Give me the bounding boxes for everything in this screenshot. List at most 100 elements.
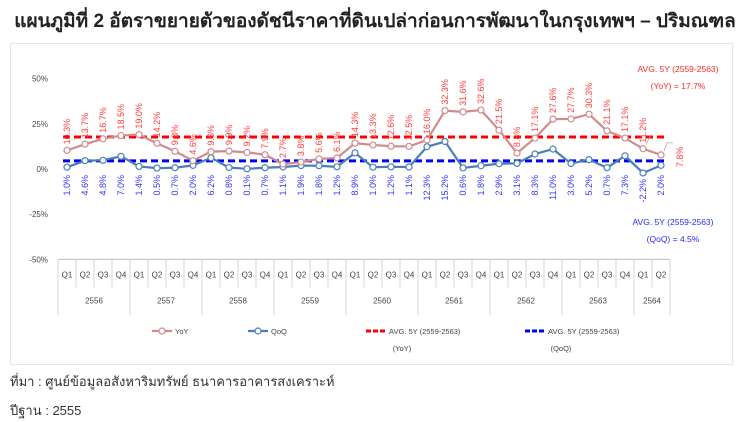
qoq-marker [117,152,125,160]
yoy-marker [423,136,431,144]
qoq-data-label: 7.0% [116,175,126,196]
yoy-marker [117,131,125,140]
qoq-marker [495,160,503,168]
legend-avg-yoy-sub: (YoY) [393,344,412,353]
qoq-data-label: 2.0% [188,175,198,196]
qoq-marker [513,159,521,167]
qoq-marker [135,162,143,171]
qoq-marker [459,164,467,172]
legend-avg-qoq-label: AVG. 5Y (2559-2563) [548,327,620,336]
qoq-marker [657,161,665,169]
yoy-marker [297,158,305,166]
yoy-data-label: 19.0% [134,103,144,129]
legend-avg-qoq-sub: (QoQ) [551,344,572,353]
x-year-label: 2558 [229,296,247,305]
x-quarter-label: Q4 [548,270,559,279]
avg-yoy-value: (YoY) = 17.7% [651,81,706,91]
yoy-data-label: 9.9% [224,125,234,146]
qoq-data-label: 8.9% [350,175,360,196]
yoy-data-label: 12.6% [386,115,396,141]
x-axis: Q1 Q2 Q3 Q4 Q1 Q2 Q3 Q4 Q1 Q2 Q3 Q4 Q1 Q2 Q3 Q4 Q1 Q2 Q3 Q4… [57,258,671,316]
chart-title: แผนภูมิที่ 2 อัตราขยายตัวของดัชนีราคาที่… [14,11,736,32]
yoy-marker [459,108,467,116]
yoy-data-label: 32.3% [440,79,450,105]
qoq-marker [261,164,269,172]
yoy-data-label: 10.3% [62,119,72,145]
qoq-data-label: 4.8% [98,175,108,196]
legend-qoq-icon [254,327,262,335]
yoy-marker [135,131,143,139]
qoq-data-label: 3.1% [512,175,522,196]
yoy-marker [369,141,377,149]
qoq-marker [153,164,161,172]
yoy-data-label: 27.7% [566,87,576,113]
yoy-marker [243,148,251,156]
x-quarter-label: Q4 [476,270,487,279]
qoq-marker [63,163,71,171]
legend-avg-yoy-label: AVG. 5Y (2559-2563) [389,327,461,336]
x-quarter-label: Q1 [494,270,505,279]
qoq-data-label: 2.0% [656,175,666,196]
yoy-marker [549,115,557,123]
qoq-data-label: 0.5% [152,175,162,196]
source-note: ที่มา : ศูนย์ข้อมูลอสังหาริมทรัพย์ ธนาคา… [10,374,335,389]
qoq-data-label: 7.3% [620,175,630,196]
x-quarter-label: Q1 [134,270,145,279]
qoq-data-label: 3.0% [566,175,576,196]
yoy-data-label: 9.8% [170,125,180,146]
yoy-data-label: 14.3% [350,112,360,138]
x-quarter-label: Q3 [530,270,541,279]
yoy-data-label: 8.8% [512,127,522,148]
qoq-data-label: 0.7% [602,175,612,196]
qoq-marker [333,163,341,171]
yoy-marker [657,151,665,159]
yoy-marker [333,154,341,162]
x-quarter-label: Q1 [350,270,361,279]
qoq-data-label: 0.7% [260,175,270,196]
qoq-data-label: 1.8% [476,175,486,196]
yoy-marker [387,142,395,150]
yoy-marker [477,106,485,114]
y-tick-label: -25% [29,210,48,219]
x-quarter-label: Q2 [656,270,667,279]
x-quarter-label: Q1 [278,270,289,279]
x-quarter-label: Q3 [386,270,397,279]
data-labels: 10.3% 13.7% 16.7% 18.5% 19.0% 14.2% 9.8% 4.6% 9.… [62,79,685,203]
qoq-data-label: 6.2% [206,175,216,196]
x-year-label: 2563 [589,296,607,305]
qoq-data-label: 15.2% [440,175,450,201]
x-quarter-label: Q3 [602,270,613,279]
x-quarter-label: Q4 [332,270,343,279]
qoq-marker [225,163,233,172]
qoq-data-label: 1.9% [296,175,306,196]
qoq-marker [405,163,413,171]
qoq-marker [207,154,215,162]
yoy-data-label: 7.8% [675,147,685,168]
y-tick-label: 0% [36,165,48,174]
yoy-data-label: 14.2% [152,112,162,138]
x-year-label: 2556 [85,296,103,305]
qoq-data-label: 1.1% [404,175,414,196]
yoy-data-label: 16.0% [422,109,432,135]
yoy-marker [351,139,359,147]
x-quarter-label: Q1 [422,270,433,279]
x-year-label: 2561 [445,296,463,305]
x-quarter-label: Q4 [404,270,415,279]
yoy-marker [99,135,107,143]
y-tick-label: -50% [29,255,48,264]
x-quarter-label: Q1 [566,270,577,279]
qoq-data-label: 1.8% [314,175,324,196]
yoy-data-label: 17.1% [620,107,630,133]
yoy-marker [207,148,215,156]
x-year-label: 2562 [517,296,535,305]
qoq-marker [351,149,359,157]
qoq-data-label: 0.1% [242,175,252,196]
x-quarter-label: Q1 [638,270,649,279]
qoq-data-label: 0.6% [458,175,468,196]
x-quarter-label: Q2 [152,270,163,279]
yoy-data-label: 16.7% [98,107,108,133]
yoy-marker [531,134,539,142]
yoy-marker [639,145,647,153]
qoq-marker [423,143,431,151]
qoq-data-label: 2.9% [494,175,504,196]
